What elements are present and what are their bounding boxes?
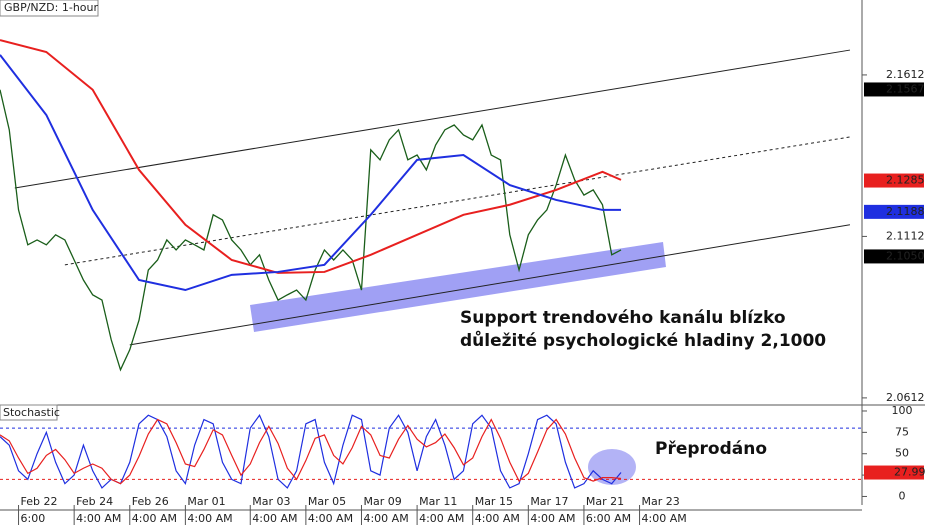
price-line: [0, 54, 622, 292]
annotation: Support trendového kanálu blízko: [460, 308, 786, 328]
y-tick-label: 0: [899, 489, 906, 502]
price-tag-label: 2.1050: [886, 249, 925, 262]
time-label: 4:00 AM: [530, 512, 575, 525]
x-tick-label: Mar 03: [252, 495, 290, 508]
x-tick-label: Mar 23: [642, 495, 680, 508]
y-tick-label: 100: [892, 404, 913, 417]
x-tick-label: Mar 11: [419, 495, 457, 508]
time-label: 4:00 AM: [252, 512, 297, 525]
stoch-line: [0, 414, 622, 489]
y-tick-label: 75: [895, 425, 909, 438]
time-label: 4:00 AM: [419, 512, 464, 525]
x-tick-label: Mar 09: [363, 495, 401, 508]
x-tick-label: Feb 26: [132, 495, 169, 508]
support-zone: [250, 242, 666, 332]
price-tag: [864, 173, 924, 188]
time-label: 6:00 AM: [586, 512, 631, 525]
annotation: důležité psychologické hladiny 2,1000: [460, 329, 826, 351]
time-label: 4:00 AM: [76, 512, 121, 525]
y-tick-label: 2.1112: [886, 229, 925, 242]
price-tag: [864, 82, 924, 97]
y-tick-label: 2.0612: [886, 391, 925, 404]
annotation: Přeprodáno: [655, 439, 767, 459]
chart-title: GBP/NZD: 1-hour: [4, 1, 98, 14]
stoch-title-box: [0, 404, 58, 421]
stoch-tag: [864, 465, 924, 480]
stoch-line: [0, 418, 622, 485]
price-tag-label: 2.1567: [886, 82, 925, 95]
oversold-circle: [588, 449, 636, 485]
trend-line: [129, 224, 851, 346]
time-label: 4:00 AM: [308, 512, 353, 525]
price-tag-label: 2.1285: [886, 174, 925, 187]
x-tick-label: Mar 17: [530, 495, 568, 508]
title-box: [0, 0, 99, 17]
x-tick-label: Mar 01: [187, 495, 225, 508]
stoch-tag-label: 27.99: [894, 466, 925, 479]
trend-line: [64, 136, 851, 266]
trend-line: [14, 49, 851, 189]
time-label: 4:00 AM: [187, 512, 232, 525]
price-tag: [864, 249, 924, 264]
price-tag-label: 2.1188: [886, 205, 925, 218]
time-label: 4:00 AM: [132, 512, 177, 525]
y-tick-label: 2.1612: [886, 68, 925, 81]
stoch-title: Stochastic: [3, 406, 60, 419]
time-label: 4:00 AM: [363, 512, 408, 525]
time-label: 6:00: [21, 512, 46, 525]
time-label: 4:00 AM: [642, 512, 687, 525]
price-tag: [864, 204, 924, 219]
x-tick-label: Mar 05: [308, 495, 346, 508]
time-label: 4:00 AM: [475, 512, 520, 525]
price-line: [0, 89, 622, 372]
y-tick-label: 50: [895, 447, 909, 460]
x-tick-label: Mar 21: [586, 495, 624, 508]
x-tick-label: Mar 15: [475, 495, 513, 508]
x-tick-label: Feb 22: [21, 495, 58, 508]
x-tick-label: Feb 24: [76, 495, 113, 508]
